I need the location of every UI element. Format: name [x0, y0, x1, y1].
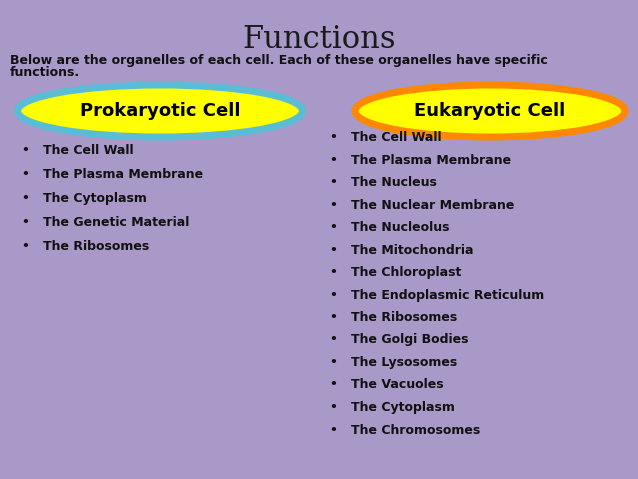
Text: •   The Endoplasmic Reticulum: • The Endoplasmic Reticulum: [330, 288, 544, 301]
Text: •   The Ribosomes: • The Ribosomes: [22, 240, 149, 253]
Text: Below are the organelles of each cell. Each of these organelles have specific: Below are the organelles of each cell. E…: [10, 54, 548, 67]
Text: Prokaryotic Cell: Prokaryotic Cell: [80, 102, 241, 120]
Text: •   The Vacuoles: • The Vacuoles: [330, 378, 443, 391]
Text: •   The Lysosomes: • The Lysosomes: [330, 356, 457, 369]
Text: •   The Cell Wall: • The Cell Wall: [330, 131, 441, 144]
Text: •   The Ribosomes: • The Ribosomes: [330, 311, 457, 324]
Text: •   The Chromosomes: • The Chromosomes: [330, 423, 480, 436]
Text: Eukaryotic Cell: Eukaryotic Cell: [414, 102, 566, 120]
Ellipse shape: [355, 85, 625, 137]
Text: •   The Plasma Membrane: • The Plasma Membrane: [330, 153, 511, 167]
Text: •   The Nucleus: • The Nucleus: [330, 176, 437, 189]
Ellipse shape: [17, 85, 302, 137]
Text: •   The Chloroplast: • The Chloroplast: [330, 266, 461, 279]
Text: •   The Cytoplasm: • The Cytoplasm: [330, 401, 455, 414]
Text: •   The Nuclear Membrane: • The Nuclear Membrane: [330, 198, 514, 212]
Text: •   The Cell Wall: • The Cell Wall: [22, 144, 133, 157]
Text: •   The Nucleolus: • The Nucleolus: [330, 221, 450, 234]
Text: •   The Plasma Membrane: • The Plasma Membrane: [22, 168, 203, 181]
Text: •   The Mitochondria: • The Mitochondria: [330, 243, 473, 256]
Text: •   The Cytoplasm: • The Cytoplasm: [22, 192, 147, 205]
Text: •   The Genetic Material: • The Genetic Material: [22, 216, 189, 229]
Text: functions.: functions.: [10, 66, 80, 79]
Text: Functions: Functions: [242, 24, 396, 55]
Text: •   The Golgi Bodies: • The Golgi Bodies: [330, 333, 468, 346]
